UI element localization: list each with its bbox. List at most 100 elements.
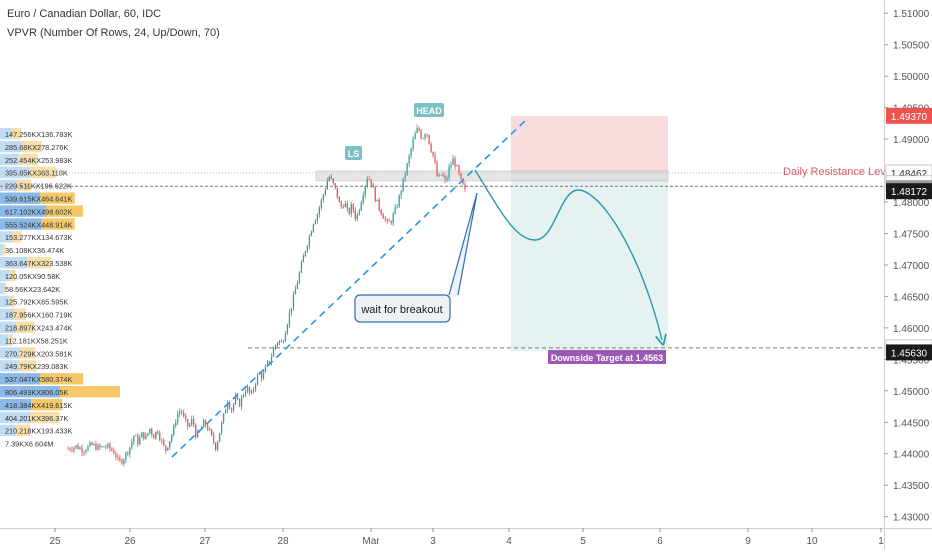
- x-tick-label: 28: [277, 536, 289, 547]
- vp-down-bar: [45, 205, 84, 217]
- vp-label: 120.05KX90.58K: [5, 272, 60, 281]
- candle-body: [436, 162, 438, 177]
- candle-body: [220, 422, 223, 433]
- vp-up-bar: [0, 140, 22, 153]
- candle-body: [244, 392, 247, 395]
- candle-body: [366, 178, 368, 187]
- candle-body: [67, 448, 69, 450]
- vp-label: 252.454KX253.983K: [5, 156, 72, 165]
- vp-label: 7.39KX6.604M: [5, 440, 53, 449]
- resistance-box: [315, 170, 669, 182]
- x-tick-label: 4: [506, 536, 512, 547]
- vp-down-bar: [21, 140, 42, 153]
- candle-body: [121, 460, 123, 464]
- candle-body: [97, 444, 99, 450]
- position-zones: [511, 115, 668, 352]
- candle-body: [416, 128, 418, 134]
- vp-label: 249.79KX239.083K: [5, 362, 68, 371]
- y-tick-label: 1.48000: [893, 198, 930, 209]
- vp-label: 617.102KX498.602K: [5, 207, 72, 216]
- candle-body: [85, 450, 87, 453]
- candle-body: [378, 199, 380, 210]
- candle-body: [151, 428, 153, 435]
- ls-label-box: [345, 146, 362, 160]
- candle-body: [119, 457, 121, 461]
- candle-body: [222, 413, 225, 423]
- candle-body: [75, 445, 77, 448]
- candle-body: [131, 441, 133, 448]
- candle-body: [286, 324, 289, 334]
- y-tick-label: 1.49000: [893, 135, 930, 146]
- candle-body: [250, 391, 253, 394]
- candle-body: [83, 452, 85, 454]
- candle-body: [189, 424, 191, 427]
- candle-body: [256, 374, 259, 385]
- candle-body: [153, 434, 155, 439]
- price-axis-bg: [884, 0, 932, 550]
- vp-up-bar: [0, 205, 46, 217]
- candle-body: [392, 213, 394, 224]
- vp-down-bar: [13, 308, 26, 320]
- candle-body: [326, 180, 328, 190]
- candle-body: [348, 208, 350, 214]
- candle-body: [278, 341, 281, 343]
- candle-body: [412, 139, 414, 149]
- candle-body: [308, 236, 311, 246]
- vp-up-bar: [0, 424, 16, 437]
- vp-up-bar: [0, 269, 9, 282]
- candle-body: [191, 418, 193, 425]
- vp-down-bar: [16, 179, 32, 191]
- candle-body: [262, 372, 265, 379]
- candle-body: [444, 176, 446, 180]
- candle-body: [149, 428, 151, 434]
- candle-body: [380, 209, 382, 215]
- y-tick-label: 1.44000: [893, 450, 930, 461]
- candle-body: [344, 203, 346, 208]
- vp-label: 539.615KX464.641K: [5, 195, 72, 204]
- candle-body: [272, 348, 275, 357]
- candle-body: [282, 341, 285, 343]
- candle-body: [458, 165, 460, 174]
- candle-body: [362, 195, 364, 203]
- candle-body: [422, 138, 424, 140]
- y-tick-label: 1.44500: [893, 418, 930, 429]
- vp-label: 806.493KX806.05K: [5, 388, 68, 397]
- candle-body: [402, 178, 404, 192]
- vp-label: 112.181KX58.251K: [5, 336, 68, 345]
- vp-up-bar: [0, 231, 12, 243]
- candle-body: [193, 418, 195, 425]
- vp-down-bar: [40, 192, 75, 204]
- candle-body: [236, 396, 239, 399]
- candle-body: [450, 164, 452, 168]
- candle-body: [370, 179, 372, 185]
- target-label: Downside Target at 1.4563: [551, 353, 663, 363]
- candle-body: [426, 134, 428, 136]
- candle-body: [336, 187, 338, 198]
- vp-down-bar: [8, 269, 16, 282]
- candle-body: [452, 158, 454, 165]
- candle-body: [203, 420, 205, 428]
- candle-body: [216, 441, 219, 450]
- candle-body: [105, 447, 107, 448]
- candle-body: [99, 444, 101, 448]
- vp-down-bar: [15, 424, 31, 437]
- candle-body: [306, 245, 309, 252]
- drawings: HEAD LS wait for breakout Downside Target a…: [171, 103, 666, 458]
- candle-body: [161, 439, 163, 441]
- vp-label: 125.792KX65.595K: [5, 298, 68, 307]
- candle-body: [113, 450, 115, 454]
- candle-body: [284, 333, 287, 342]
- candle-body: [230, 408, 233, 411]
- y-tick-label: 1.50500: [893, 41, 930, 52]
- candle-body: [408, 155, 410, 164]
- candle-body: [101, 446, 103, 448]
- vp-up-bar: [0, 398, 32, 411]
- candle-body: [95, 444, 97, 450]
- indicator-label: VPVR (Number Of Rows, 24, Up/Down, 70): [7, 27, 220, 39]
- candle-body: [304, 251, 307, 257]
- vp-up-bar: [0, 411, 31, 424]
- candle-body: [410, 148, 412, 156]
- y-tick-label: 1.43000: [893, 513, 930, 524]
